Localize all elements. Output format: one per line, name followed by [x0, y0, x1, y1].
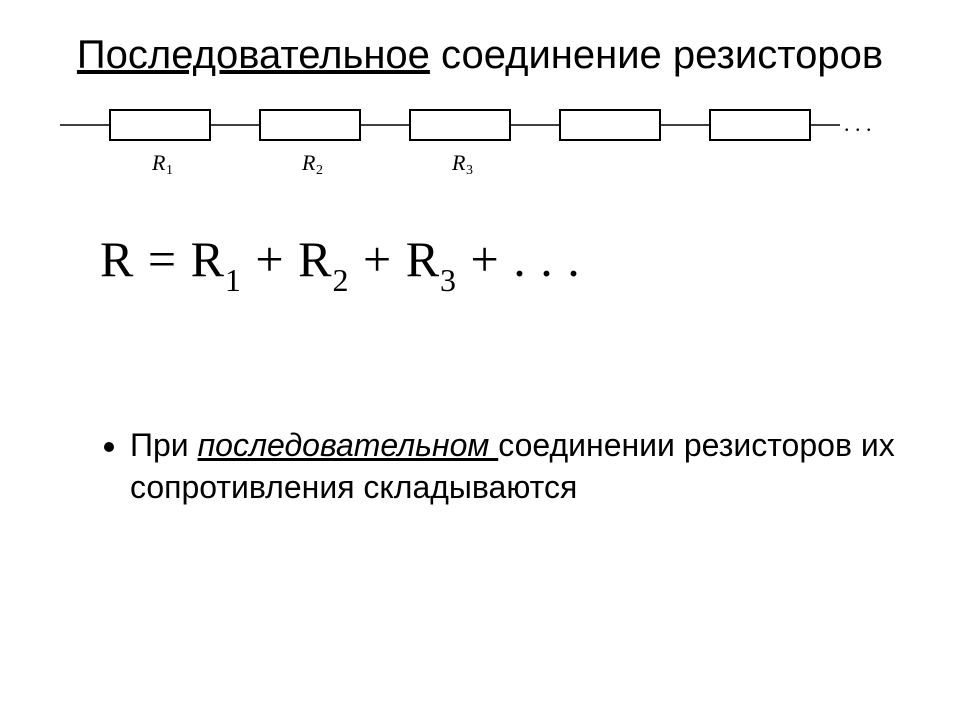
- term-2-sub: 3: [440, 262, 457, 298]
- bullet-emphasis: последовательном: [198, 427, 499, 463]
- formula-eq: =: [134, 231, 190, 287]
- bullet-pre: При: [130, 427, 198, 463]
- plus-1: +: [349, 231, 405, 287]
- resistor-label: R: [451, 150, 466, 175]
- resistor-label-sub: 3: [466, 163, 473, 178]
- resistor-label-sub: 1: [166, 163, 173, 178]
- term-0-sub: 1: [225, 262, 242, 298]
- resistor-label: R: [301, 150, 316, 175]
- formula: R = R1 + R2 + R3 + . . .: [100, 230, 900, 295]
- trailing-dots: . . .: [844, 111, 872, 136]
- formula-trailing: + . . .: [457, 231, 581, 287]
- term-1-base: R: [298, 231, 332, 287]
- slide: Последовательное соединение резисторов R…: [0, 0, 960, 720]
- bullet-item: При последовательном соединении резистор…: [130, 425, 900, 508]
- bullet-block: При последовательном соединении резистор…: [100, 425, 900, 508]
- term-2-base: R: [406, 231, 440, 287]
- title-rest: соединение резисторов: [430, 33, 883, 77]
- circuit-diagram: R1R2R3. . .: [60, 100, 900, 190]
- term-1-sub: 2: [332, 262, 349, 298]
- formula-lhs: R: [100, 231, 134, 287]
- series-resistor-svg: R1R2R3. . .: [60, 100, 900, 190]
- resistor-label: R: [151, 150, 166, 175]
- term-0-base: R: [191, 231, 225, 287]
- plus-0: +: [242, 231, 298, 287]
- resistor-label-sub: 2: [316, 163, 323, 178]
- slide-title: Последовательное соединение резисторов: [60, 30, 900, 80]
- title-underlined: Последовательное: [77, 33, 430, 77]
